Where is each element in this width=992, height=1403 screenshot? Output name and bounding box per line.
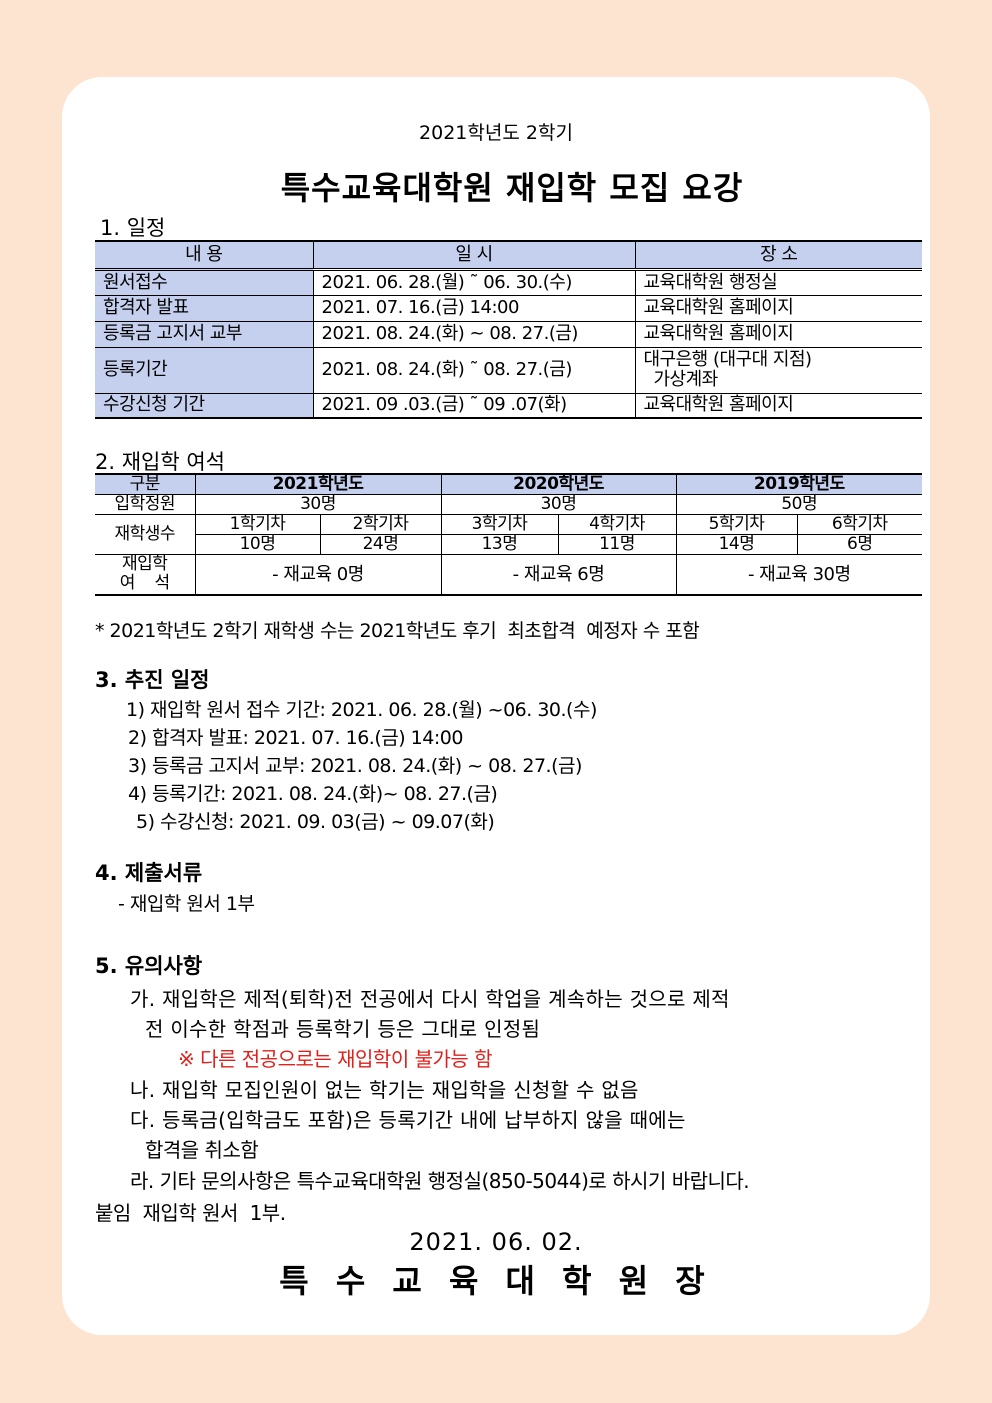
issue-date: 2021. 06. 02. <box>409 1228 583 1256</box>
term-cell: 2학기차 <box>319 514 442 535</box>
row-place: 교육대학원 홈페이지 <box>634 320 922 348</box>
year-header: 2020학년도 <box>440 473 677 495</box>
vacancy-cell: - 재교육 30명 <box>675 554 922 595</box>
notice-line: 전 이수한 학점과 등록학기 등은 그대로 인정됨 <box>145 1017 541 1041</box>
term-cell: 6학기차 <box>796 514 922 535</box>
table-row: 수강신청 기간 2021. 09 .03.(금) ˜ 09 .07(화) 교육대학원… <box>95 392 922 419</box>
row-label: 원서접수 <box>95 268 314 296</box>
place-line: 대구은행 (대구대 지점) <box>643 349 813 371</box>
row-date: 2021. 08. 24.(화) ˜ 08. 27.(금) <box>312 346 636 394</box>
row-date: 2021. 08. 24.(화) ~ 08. 27.(금) <box>312 320 636 348</box>
row-label: 입학정원 <box>95 494 196 515</box>
row-date: 2021. 09 .03.(금) ˜ 09 .07(화) <box>312 392 636 419</box>
warning-line: ※ 다른 전공으로는 재입학이 불가능 함 <box>178 1047 493 1071</box>
section2-heading: 2. 재입학 여석 <box>95 450 225 474</box>
section5-heading: 5. 유의사항 <box>95 954 203 978</box>
schedule-table: 내 용 일 시 장 소 원서접수 2021. 06. 28.(월) ˜ 06. 3… <box>95 240 922 419</box>
vacancy-table: 구분 2021학년도 2020학년도 2019학년도 입학정원 30명 30명 … <box>95 473 922 596</box>
row-label: 재학생수 <box>95 514 196 555</box>
schedule-item: 1) 재입학 원서 접수 기간: 2021. 06. 28.(월) ~06. 3… <box>126 699 597 721</box>
notice-line: 가. 재입학은 제적(퇴학)전 전공에서 다시 학업을 계속하는 것으로 제적 <box>130 987 730 1011</box>
notice-line: 라. 기타 문의사항은 특수교육대학원 행정실(850-5044)로 하시기 바… <box>130 1169 750 1193</box>
row-place: 교육대학원 홈페이지 <box>634 392 922 419</box>
row-label: 등록금 고지서 교부 <box>95 320 314 348</box>
schedule-item: 3) 등록금 고지서 교부: 2021. 08. 24.(화) ~ 08. 27… <box>128 755 582 777</box>
schedule-item: 5) 수강신청: 2021. 09. 03(금) ~ 09.07(화) <box>136 811 495 833</box>
notice-line: 나. 재입학 모집인원이 없는 학기는 재입학을 신청할 수 없음 <box>130 1078 639 1102</box>
attachment-line: 붙임 재입학 원서 1부. <box>95 1201 286 1225</box>
year-header: 2021학년도 <box>194 473 442 495</box>
section1-heading: 1. 일정 <box>100 216 166 240</box>
row-label: 등록기간 <box>95 346 314 394</box>
col-header: 일 시 <box>312 240 636 271</box>
row-place: 대구은행 (대구대 지점) 가상계좌 <box>634 346 922 394</box>
section3-heading: 3. 추진 일정 <box>95 668 210 692</box>
table-row: 등록기간 2021. 08. 24.(화) ˜ 08. 27.(금) 대구은행 (대… <box>95 346 922 394</box>
col-header: 내 용 <box>95 240 314 271</box>
table-note: * 2021학년도 2학기 재학생 수는 2021학년도 후기 최초합격 예정자… <box>95 620 700 642</box>
col-header: 구분 <box>95 473 196 495</box>
count-cell: 24명 <box>319 534 442 555</box>
count-cell: 10명 <box>195 534 321 555</box>
term-cell: 5학기차 <box>675 514 798 535</box>
quota-cell: 30명 <box>194 494 442 515</box>
term-cell: 1학기차 <box>194 514 321 535</box>
table-row: 등록금 고지서 교부 2021. 08. 24.(화) ~ 08. 27.(금) 교… <box>95 320 922 348</box>
row-place: 교육대학원 홈페이지 <box>634 294 922 322</box>
row-label: 재입학 여 석 <box>95 554 196 595</box>
section4-heading: 4. 제출서류 <box>95 861 203 885</box>
count-cell: 11명 <box>557 534 677 555</box>
doc-title: 특수교육대학원 재입학 모집 요강 <box>280 169 744 207</box>
vacancy-cell: - 재교육 6명 <box>440 554 677 595</box>
vacancy-cell: - 재교육 0명 <box>194 554 442 595</box>
doc-subtitle: 2021학년도 2학기 <box>419 122 573 144</box>
row-date: 2021. 06. 28.(월) ˜ 06. 30.(수) <box>312 268 636 296</box>
col-header: 장 소 <box>634 240 922 271</box>
term-cell: 3학기차 <box>440 514 559 535</box>
label-line: 재입학 <box>122 554 168 575</box>
place-line: 가상계좌 <box>653 369 719 390</box>
signature: 특 수 교 육 대 학 원 장 <box>279 1262 713 1300</box>
notice-line: 다. 등록금(입학금도 포함)은 등록기간 내에 납부하지 않을 때에는 <box>130 1108 686 1132</box>
year-header: 2019학년도 <box>675 473 922 495</box>
document-item: - 재입학 원서 1부 <box>118 893 255 915</box>
notice-line: 합격을 취소함 <box>145 1138 259 1162</box>
row-label: 합격자 발표 <box>95 294 314 322</box>
schedule-item: 2) 합격자 발표: 2021. 07. 16.(금) 14:00 <box>128 727 463 749</box>
quota-cell: 50명 <box>675 494 922 515</box>
count-cell: 14명 <box>675 534 798 555</box>
row-place: 교육대학원 행정실 <box>634 268 922 296</box>
schedule-item: 4) 등록기간: 2021. 08. 24.(화)~ 08. 27.(금) <box>128 783 498 805</box>
table-row: 원서접수 2021. 06. 28.(월) ˜ 06. 30.(수) 교육대학원 행… <box>95 268 922 296</box>
count-cell: 6명 <box>796 534 922 555</box>
quota-cell: 30명 <box>440 494 677 515</box>
count-cell: 13명 <box>440 534 559 555</box>
term-cell: 4학기차 <box>557 514 677 535</box>
label-line: 여 석 <box>119 573 170 594</box>
table-row: 합격자 발표 2021. 07. 16.(금) 14:00 교육대학원 홈페이지 <box>95 294 922 322</box>
row-label: 수강신청 기간 <box>95 392 314 419</box>
row-date: 2021. 07. 16.(금) 14:00 <box>312 294 636 322</box>
